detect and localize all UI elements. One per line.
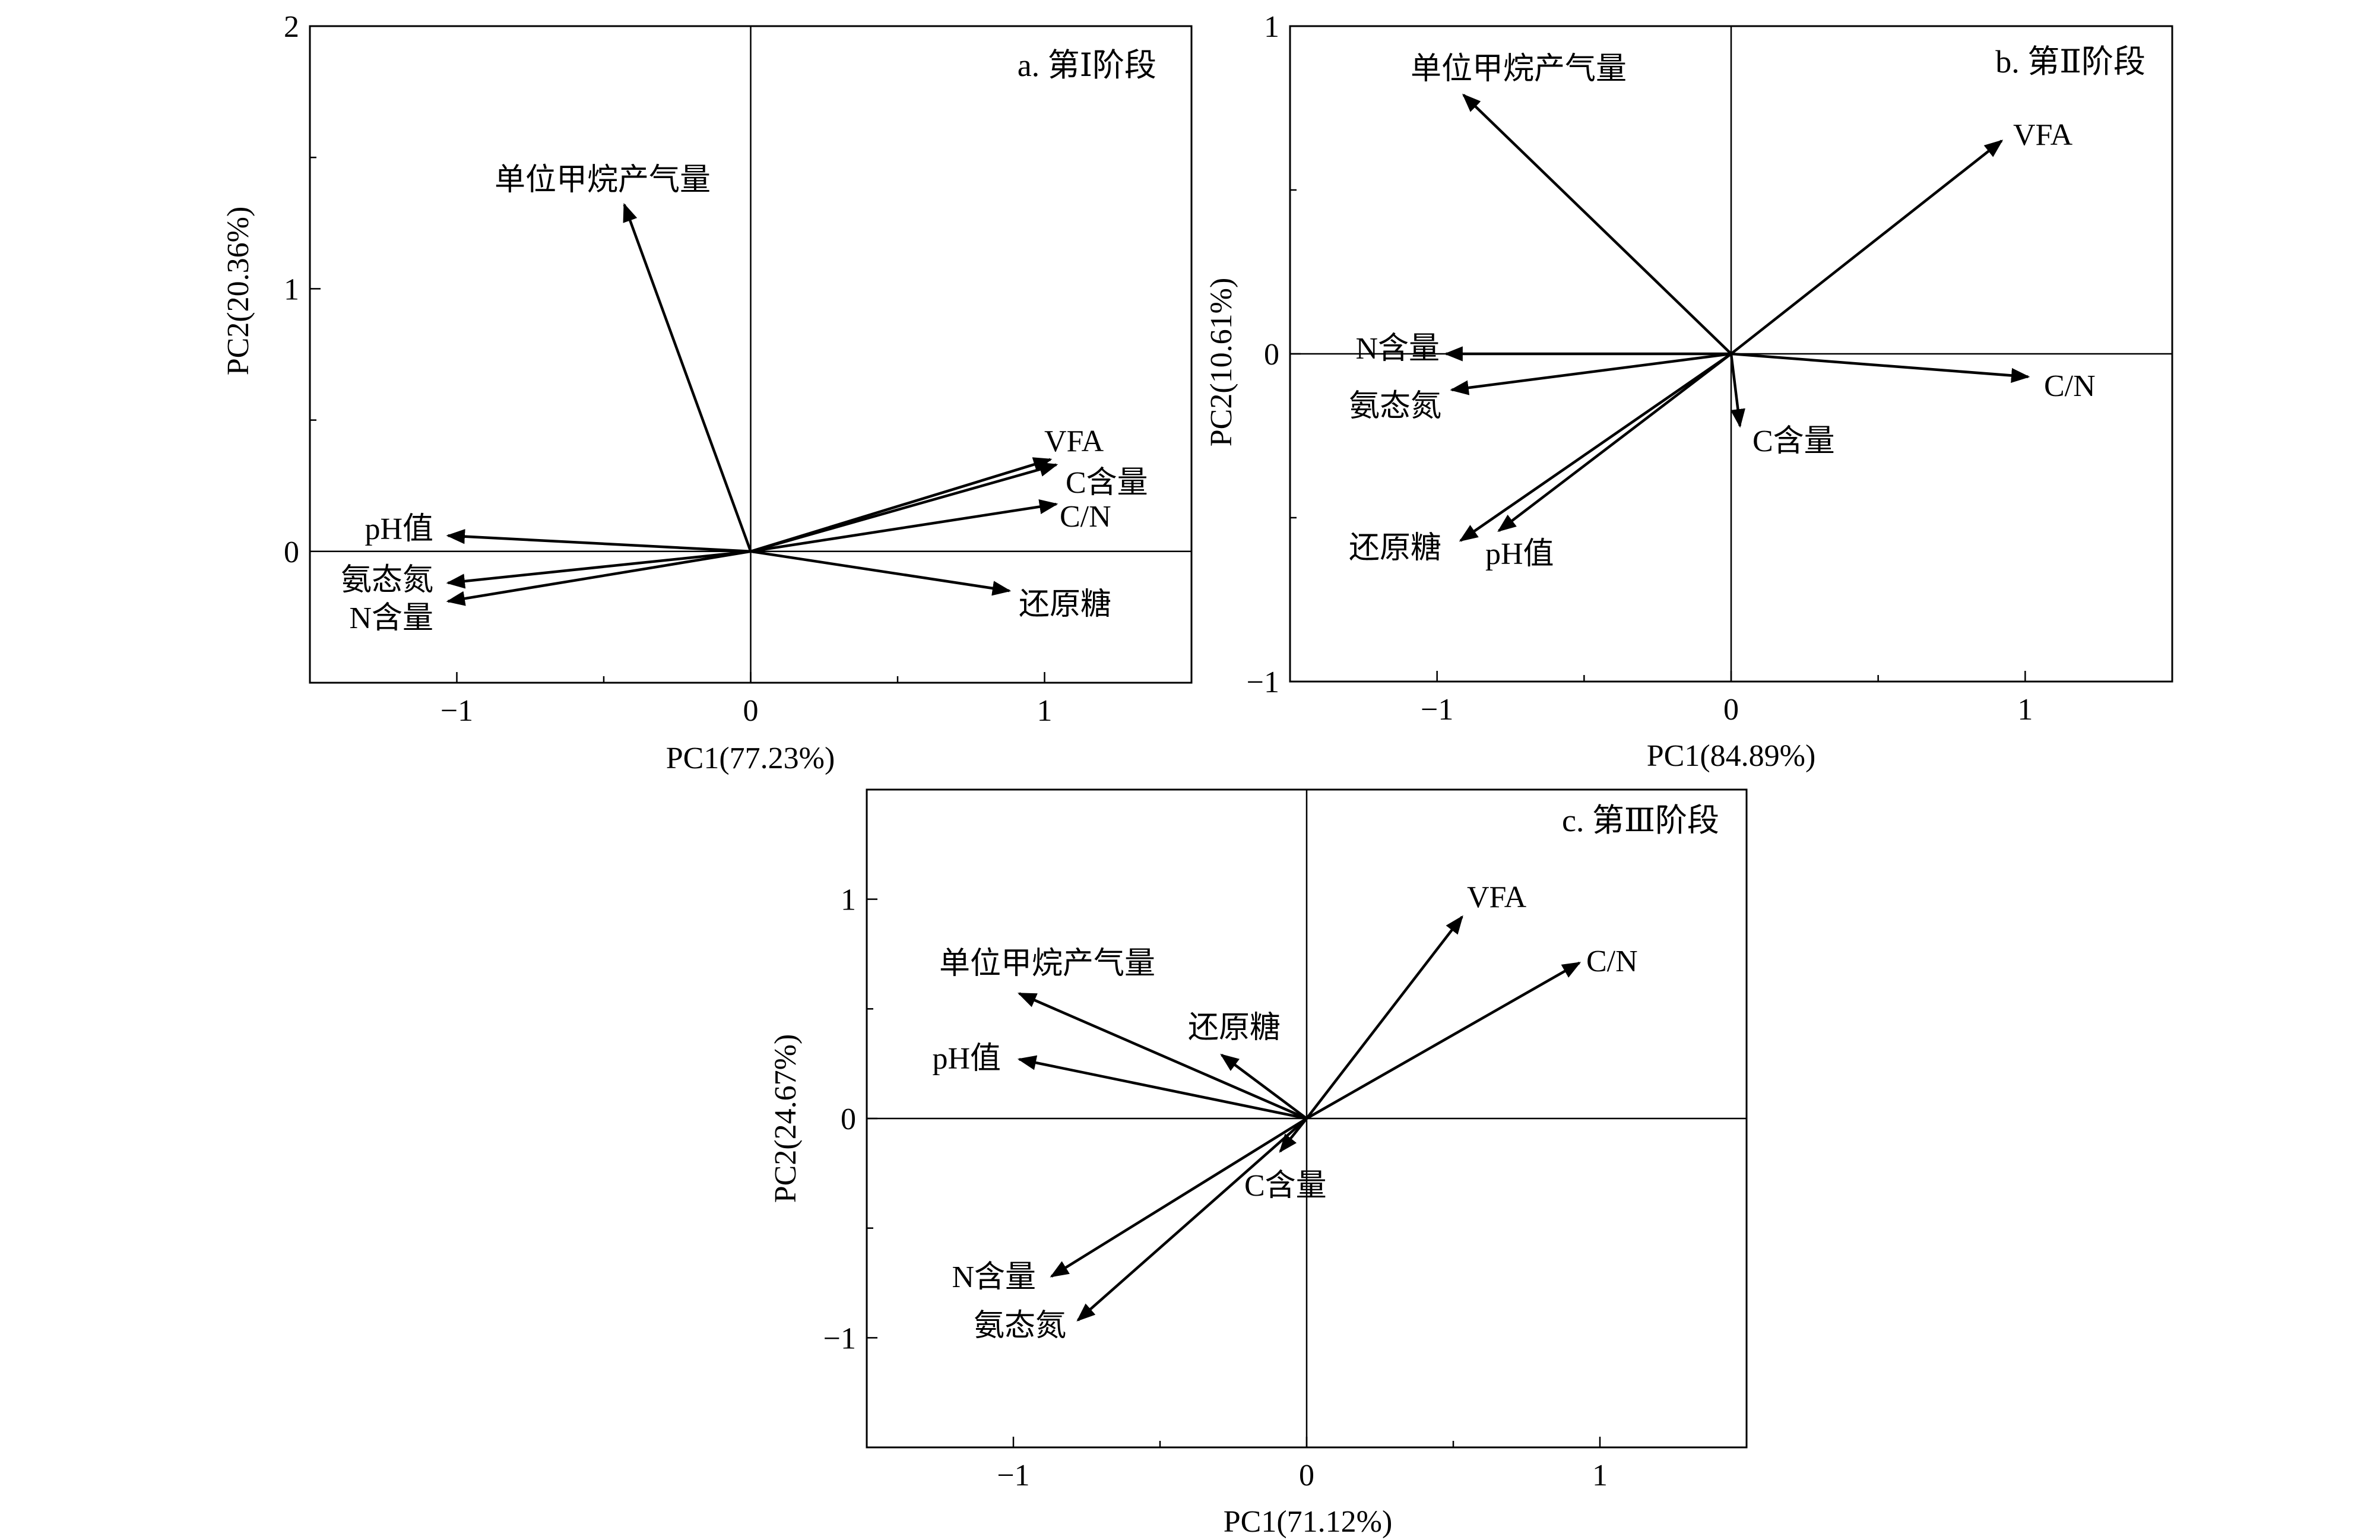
panel-c-vector-label: pH值: [932, 1042, 1001, 1076]
panel-b-vector-arrow: [1459, 353, 1732, 542]
panel-c-vector-label: C/N: [1586, 945, 1638, 978]
panel-a-y-tick-label: 2: [284, 10, 299, 44]
panel-c-vector-arrow: [1076, 1117, 1308, 1322]
panel-c-vector-label: VFA: [1467, 880, 1527, 914]
panel-b-x-tick-label: −1: [1421, 693, 1453, 727]
panel-c-x-axis-label: PC1(71.12%): [1224, 1505, 1393, 1539]
panel-a-vector-arrow: [446, 529, 751, 553]
panel-c-y-tick-label: 1: [841, 883, 856, 917]
panel-b-vector-label: N含量: [1355, 332, 1440, 366]
panel-c-frame: [866, 788, 1748, 1449]
panel-b-vector-arrow: [1450, 352, 1732, 395]
panel-b-vector-label: 单位甲烷产气量: [1411, 52, 1627, 86]
panel-a-vector-arrow: [446, 550, 751, 606]
panel-a-x-tick-label: 1: [1037, 694, 1053, 728]
panel-a-vector-label: C/N: [1060, 500, 1111, 534]
panel-b-x-tick-label: 0: [1723, 693, 1739, 727]
panel-c-vector-arrow: [1305, 915, 1463, 1120]
panel-b-vector-label: 还原糖: [1349, 531, 1441, 565]
panel-b-vector-label: VFA: [2013, 118, 2073, 152]
panel-c-vector-label: 还原糖: [1188, 1011, 1281, 1045]
panel-b-frame: [1289, 25, 2173, 683]
panel-a-y-tick-label: 1: [284, 272, 299, 306]
panel-c-vector-label: C含量: [1244, 1169, 1327, 1203]
panel-b-vector-label: C含量: [1752, 424, 1835, 458]
panel-a-vector-arrow: [446, 550, 751, 589]
panel-c-vector-label: 单位甲烷产气量: [939, 947, 1155, 981]
panel-b-vector-arrow: [1730, 140, 2004, 355]
panel-a-vector-label: C含量: [1066, 466, 1148, 500]
panel-a-x-tick-label: 0: [743, 694, 759, 728]
panel-c-y-tick-label: 0: [841, 1102, 856, 1136]
panel-b-vector-arrow: [1497, 353, 1732, 532]
panel-a-frame: [309, 25, 1193, 684]
panel-c-x-tick-label: 0: [1299, 1459, 1314, 1493]
panel-a-ticks: −1 0 1 0 1 2: [284, 10, 1193, 728]
panel-a-vector-label: pH值: [365, 512, 433, 546]
panel-a-vector-arrow: [623, 202, 752, 552]
panel-c-y-axis-label: PC2(24.67%): [769, 1034, 803, 1203]
panel-b-vector-arrow: [1462, 93, 1732, 355]
panel-c-y-tick-label: −1: [823, 1322, 856, 1355]
panel-c-title: c. 第Ⅲ阶段: [1562, 803, 1719, 838]
panel-a-vector-arrow: [750, 550, 1012, 596]
panel-a-x-axis-label: PC1(77.23%): [666, 742, 835, 775]
panel-a-vector-label: VFA: [1044, 424, 1104, 458]
panel-b-y-tick-label: −1: [1247, 666, 1279, 699]
panel-a-y-axis-label: PC2(20.36%): [221, 207, 255, 376]
panel-b-x-axis-label: PC1(84.89%): [1647, 739, 1816, 773]
panel-a-vector-arrow: [750, 499, 1059, 553]
panel-a-vector-arrow: [750, 462, 1059, 553]
panel-a-vector-label: 还原糖: [1019, 588, 1111, 622]
panel-c-x-tick-label: 1: [1592, 1459, 1608, 1493]
panel-a-vector-label: 单位甲烷产气量: [495, 163, 711, 197]
panel-b-y-tick-label: 0: [1264, 338, 1279, 372]
panel-b-vector-label: C/N: [2044, 369, 2096, 403]
panel-b-y-tick-label: 1: [1264, 10, 1279, 44]
panel-c-ticks: −1 0 1 −1 0 1: [823, 788, 1748, 1493]
panel-b-vector-arrow: [1729, 353, 1745, 428]
panel-a-title: a. 第Ⅰ阶段: [1018, 47, 1156, 83]
panel-c-vector-arrow: [1220, 1054, 1308, 1120]
panel-b-vector-arrow: [1731, 352, 2030, 384]
panel-c-vector-arrow: [1050, 1117, 1308, 1278]
panel-c-vector-label: 氨态氮: [974, 1309, 1066, 1343]
panel-c-x-tick-label: −1: [997, 1459, 1029, 1493]
panel-b-vector-label: 氨态氮: [1349, 389, 1441, 423]
panel-a-x-tick-label: −1: [440, 694, 473, 728]
panel-c-vector-arrow: [1305, 961, 1582, 1120]
panel-c-vector-arrow: [1017, 1055, 1307, 1120]
panel-c-vector-label: N含量: [952, 1260, 1036, 1294]
panel-c-vector-arrow: [1017, 992, 1307, 1120]
panel-a-vector-label: N含量: [349, 601, 433, 635]
panel-a-vector-label: 氨态氮: [341, 563, 433, 597]
panel-b-vector-label: pH值: [1485, 537, 1554, 571]
panel-b-x-tick-label: 1: [2017, 693, 2033, 727]
panel-b-title: b. 第Ⅱ阶段: [1995, 44, 2146, 80]
panel-b-y-axis-label: PC2(10.61%): [1205, 278, 1238, 447]
panel-a-y-tick-label: 0: [284, 535, 299, 569]
